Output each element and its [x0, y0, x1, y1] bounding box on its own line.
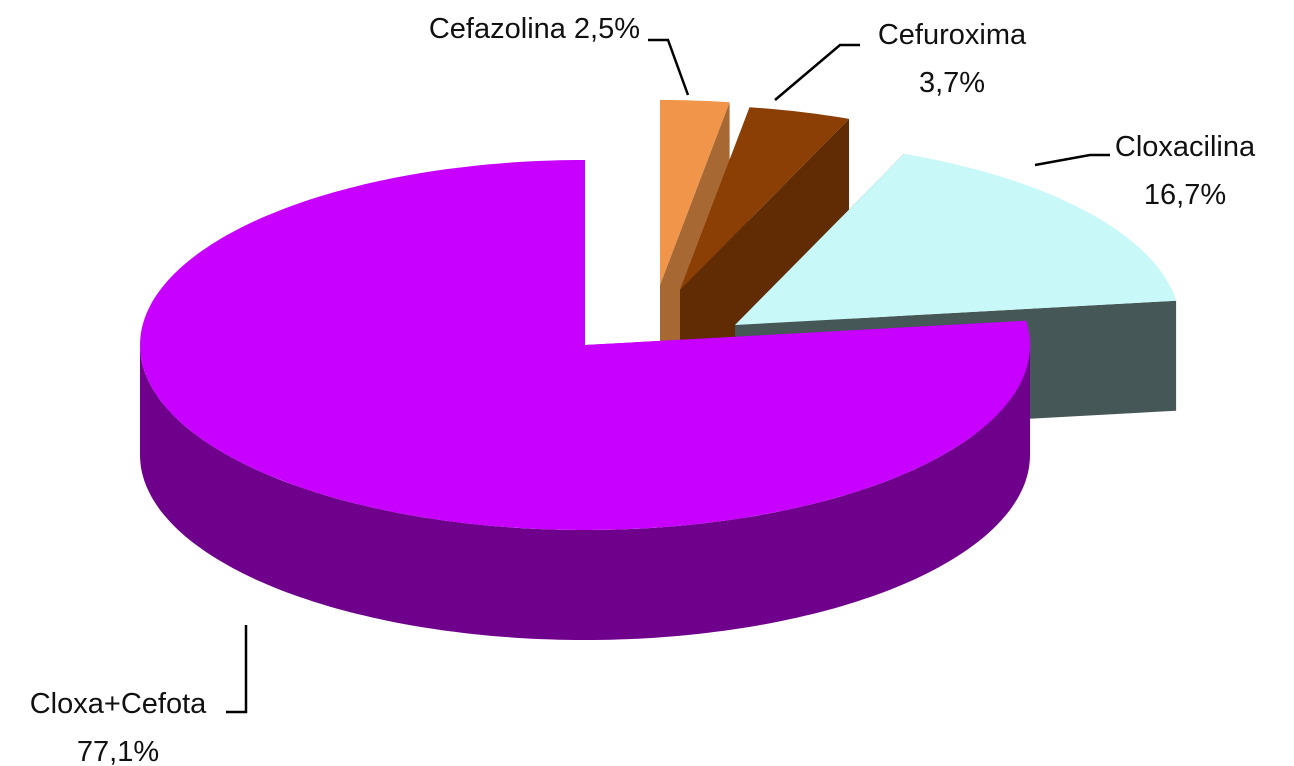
- data-label: Cefuroxima: [878, 19, 1027, 51]
- label-name: Cefazolina: [429, 13, 567, 45]
- slice-wall: [660, 102, 730, 396]
- data-label: 3,7%: [919, 67, 985, 99]
- slice-top: [735, 153, 1177, 325]
- pie-slice: [140, 160, 1030, 640]
- data-label: Cloxa+Cefota: [30, 688, 207, 720]
- label-name: Cefuroxima: [878, 19, 1027, 51]
- leader-line: [226, 625, 248, 714]
- slice-top: [140, 160, 1030, 530]
- leader-line: [648, 38, 690, 96]
- slice-wall: [680, 118, 849, 401]
- label-value: 77,1%: [77, 736, 159, 766]
- data-label: Cefazolina 2,5%: [429, 13, 640, 45]
- data-label: 77,1%: [77, 736, 159, 766]
- leader-line: [774, 43, 860, 101]
- label-name: Cloxacilina: [1115, 131, 1256, 163]
- pie-slice: [680, 107, 849, 401]
- label-value: 3,7%: [919, 67, 985, 99]
- label-value: 2,5%: [574, 13, 640, 45]
- pie-slice: [660, 100, 730, 396]
- leader-line: [1034, 153, 1110, 167]
- slice-top: [680, 107, 849, 290]
- label-name: Cloxa+Cefota: [30, 688, 207, 720]
- label-value: 16,7%: [1144, 179, 1226, 211]
- data-label: Cloxacilina: [1115, 131, 1256, 163]
- slice-side: [140, 345, 1030, 640]
- slice-top: [660, 100, 730, 285]
- data-label: 16,7%: [1144, 179, 1226, 211]
